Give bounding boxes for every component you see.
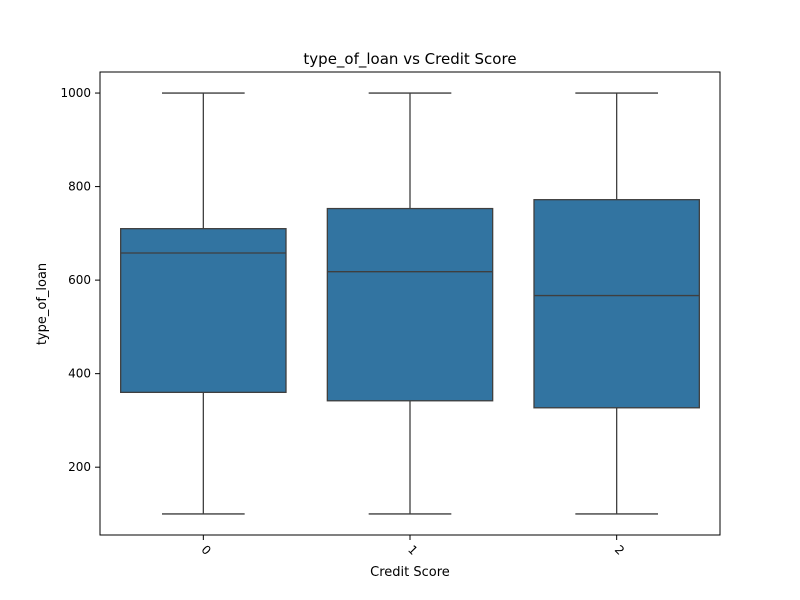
iqr-box	[533, 199, 700, 409]
y-axis-label: type_of_loan	[35, 263, 50, 345]
x-axis-label: Credit Score	[370, 565, 450, 580]
y-tick-label: 200	[68, 460, 91, 474]
x-tick-label: 2	[612, 543, 627, 558]
plot-area: 200 400 600 800 1000 0 1 2	[60, 86, 700, 558]
x-tick-label: 0	[199, 543, 214, 558]
y-tick-label: 800	[68, 180, 91, 194]
axes-frame	[99, 71, 721, 536]
y-tick-label: 400	[68, 367, 91, 381]
y-tick-label: 1000	[60, 86, 91, 100]
x-tick-label: 1	[405, 543, 420, 558]
iqr-box	[326, 207, 494, 402]
y-tick-label: 600	[68, 273, 91, 287]
iqr-box	[120, 228, 287, 394]
chart-title: type_of_loan vs Credit Score	[303, 50, 516, 69]
